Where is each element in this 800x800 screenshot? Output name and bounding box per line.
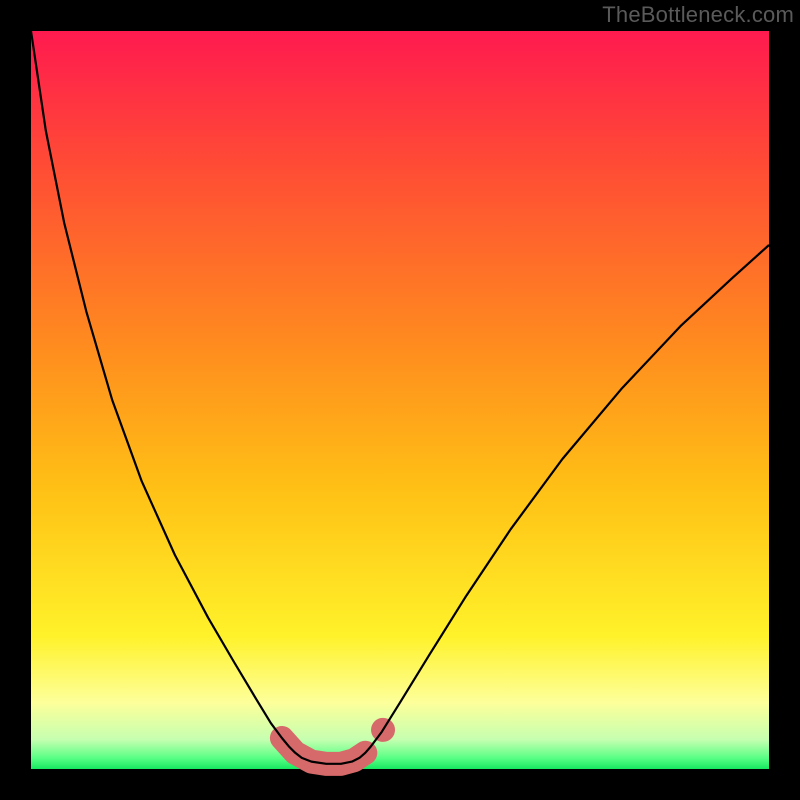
chart-root: TheBottleneck.com [0, 0, 800, 800]
bottleneck-curve [31, 31, 769, 764]
curve-overlay [0, 0, 800, 800]
